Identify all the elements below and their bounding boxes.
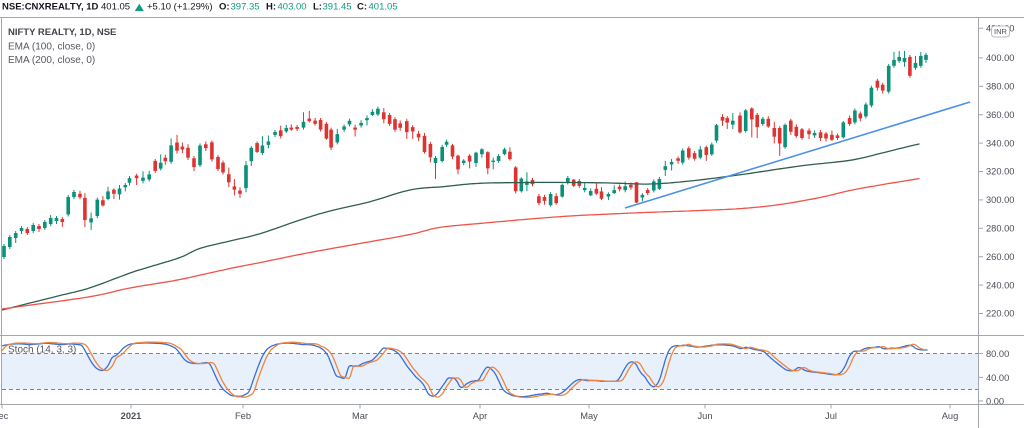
svg-text:EMA (100, close, 0): EMA (100, close, 0) [8,41,95,52]
svg-text:May: May [580,411,598,421]
svg-text:80.00: 80.00 [986,349,1009,359]
svg-text:2021: 2021 [121,411,142,421]
svg-text:0.00: 0.00 [986,397,1004,407]
svg-text:Aug: Aug [942,411,959,421]
svg-text:280.00: 280.00 [986,224,1014,234]
svg-text:NSE:CNXREALTY, 1D: NSE:CNXREALTY, 1D [2,2,99,13]
svg-text:391.45: 391.45 [323,2,352,13]
svg-text:401.05: 401.05 [369,2,398,13]
svg-text:L:: L: [313,2,322,13]
svg-text:360.00: 360.00 [986,110,1014,120]
svg-text:O:: O: [219,2,230,13]
svg-text:397.35: 397.35 [231,2,260,13]
svg-text:NIFTY REALTY, 1D, NSE: NIFTY REALTY, 1D, NSE [8,27,116,38]
svg-text:220.00: 220.00 [986,309,1014,319]
svg-text:40.00: 40.00 [986,373,1009,383]
svg-text:+5.10 (+1.29%): +5.10 (+1.29%) [147,2,213,13]
svg-text:Mar: Mar [352,411,368,421]
svg-text:Dec: Dec [0,411,9,421]
svg-text:INR: INR [994,27,1008,36]
svg-text:320.00: 320.00 [986,167,1014,177]
svg-text:340.00: 340.00 [986,138,1014,148]
svg-text:401.05: 401.05 [101,2,130,13]
svg-text:Jun: Jun [698,411,713,421]
svg-text:Feb: Feb [235,411,251,421]
svg-text:403.00: 403.00 [278,2,307,13]
svg-text:380.00: 380.00 [986,82,1014,92]
svg-text:300.00: 300.00 [986,195,1014,205]
svg-text:260.00: 260.00 [986,252,1014,262]
svg-text:Apr: Apr [473,411,487,421]
svg-text:240.00: 240.00 [986,280,1014,290]
svg-text:Stoch (14, 3, 3): Stoch (14, 3, 3) [8,345,76,356]
svg-text:Jul: Jul [825,411,837,421]
svg-text:H:: H: [266,2,276,13]
svg-text:400.00: 400.00 [986,53,1014,63]
svg-text:EMA (200, close, 0): EMA (200, close, 0) [8,55,95,66]
svg-text:C:: C: [357,2,367,13]
